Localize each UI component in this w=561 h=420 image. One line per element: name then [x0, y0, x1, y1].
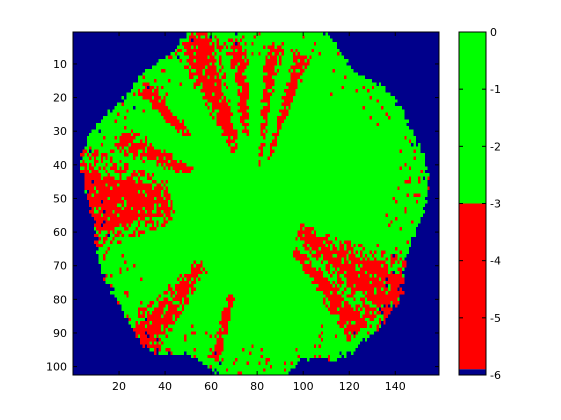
y-tick-label: 60 [53, 226, 67, 239]
colorbar-tick-label: -5 [490, 312, 501, 325]
x-tick-label: 120 [339, 380, 360, 393]
heatmap-axes: 20 40 60 80 100 120 140 10 20 30 40 50 60 70 80 90 100 [46, 31, 440, 393]
y-tick-label: 90 [53, 327, 67, 340]
y-tick-label: 30 [53, 125, 67, 138]
y-tick-label: 80 [53, 293, 67, 306]
x-tick-label: 80 [250, 380, 264, 393]
heatmap-image [73, 32, 439, 375]
x-tick-label: 100 [293, 380, 314, 393]
colorbar-tick-label: -1 [490, 83, 501, 96]
colorbar-band [459, 32, 486, 204]
colorbar: 0 -1 -2 -3 -4 -5 -6 [458, 26, 501, 382]
colorbar-tick-label: 0 [490, 26, 497, 39]
y-tick-label: 100 [46, 361, 67, 374]
y-tick-label: 70 [53, 260, 67, 273]
x-tick-label: 60 [204, 380, 218, 393]
x-tick-label: 20 [112, 380, 126, 393]
y-tick-label: 20 [53, 92, 67, 105]
axes-frame [72, 31, 440, 376]
y-tick-label: 10 [53, 58, 67, 71]
colorbar-tick-label: -3 [490, 198, 501, 211]
x-tick-label: 40 [158, 380, 172, 393]
colorbar-tick-label: -2 [490, 140, 501, 153]
colorbar-tick-label: -6 [490, 369, 501, 382]
x-tick-label: 140 [385, 380, 406, 393]
y-tick-label: 50 [53, 192, 67, 205]
colorbar-band [459, 203, 486, 370]
colorbar-band [459, 369, 486, 375]
colorbar-tick-label: -4 [490, 255, 501, 268]
y-tick-label: 40 [53, 159, 67, 172]
